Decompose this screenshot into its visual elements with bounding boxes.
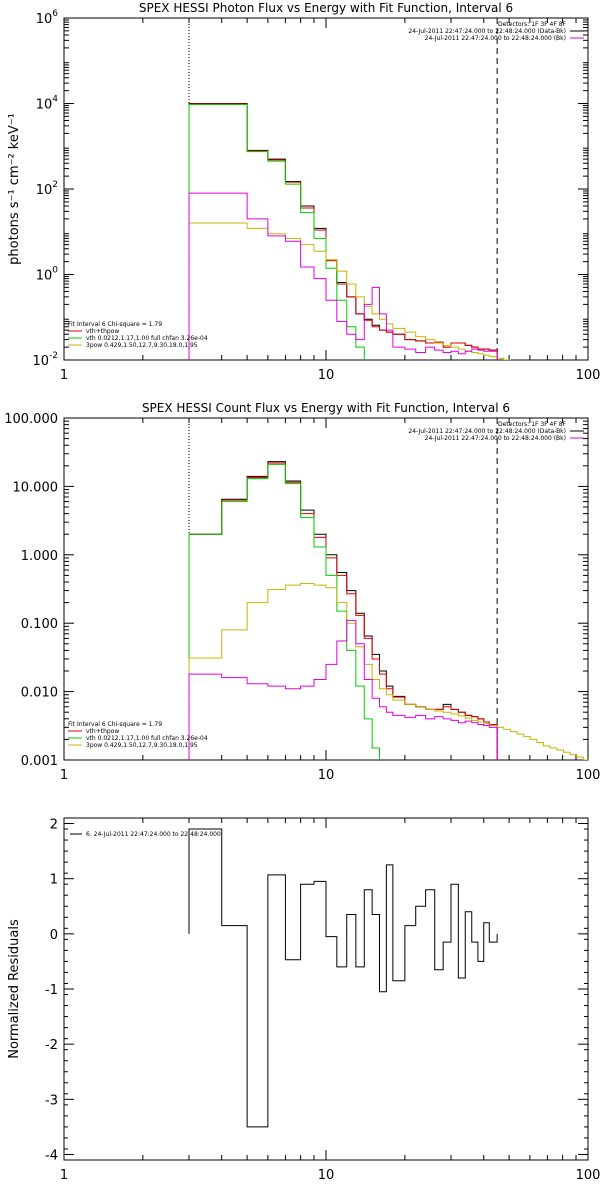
legend-top-entry: 24-Jul-2011 22:47:24.000 to 22:48:24.000… (425, 35, 566, 42)
series-group (188, 828, 498, 1128)
legend-entry: 6. 24-Jul-2011 22:47:24.000 to 22:48:24.… (86, 831, 221, 838)
y-tick-label: 1.000 (21, 549, 58, 564)
x-tick-label: 100 (576, 368, 600, 383)
x-tick-label: 1 (60, 768, 68, 783)
legend-bottom-entry: vth+thpow (86, 728, 119, 735)
series-bk (188, 192, 498, 360)
y-tick-label: 106 (36, 9, 59, 27)
series-vth (188, 463, 380, 760)
panel-2: SPEX HESSI Count Flux vs Energy with Fit… (4, 401, 600, 783)
legend-bottom-entry: 3pow 0.429,1.50,12.7,9.30,18.0,1.95 (86, 342, 198, 349)
plot-frame (63, 17, 589, 361)
y-tick-label: 1 (50, 873, 58, 888)
y-tick-label: -3 (45, 1093, 58, 1108)
y-tick-label: 10.000 (13, 480, 59, 495)
y-tick-label: 100.000 (4, 412, 58, 427)
x-tick-label: 1 (60, 1168, 68, 1183)
legend-top-entry: 24-Jul-2011 22:47:24.000 to 22:48:24.000… (425, 435, 566, 442)
legend-bottom-entry: Fit Interval 6 Chi-square = 1.79 (68, 321, 162, 328)
legend-top-entry: 24-Jul-2011 22:47:24.000 to 22:48:24.000… (408, 428, 566, 435)
series-total (188, 103, 498, 360)
y-tick-label: 0.010 (21, 686, 58, 701)
y-tick-label: -4 (45, 1148, 58, 1163)
y-tick-label: 0.100 (21, 617, 58, 632)
x-tick-label: 10 (318, 368, 335, 383)
series-data (188, 103, 498, 360)
x-tick-label: 1 (60, 368, 68, 383)
y-tick-label: -1 (45, 983, 58, 998)
series-3pow (188, 222, 511, 360)
panel-1: SPEX HESSI Photon Flux vs Energy with Fi… (7, 1, 600, 383)
chart-title: SPEX HESSI Count Flux vs Energy with Fit… (142, 401, 510, 415)
y-tick-label: -2 (45, 1038, 58, 1053)
y-tick-label: 104 (36, 95, 59, 113)
series-vth (188, 103, 365, 360)
y-tick-label: 2 (50, 818, 58, 833)
x-tick-label: 10 (318, 1168, 335, 1183)
legend-bottom-entry: 3pow 0.429,1.50,12.7,9.30,18.0,1.95 (86, 742, 198, 749)
legend-top-entry: 24-Jul-2011 22:47:24.000 to 22:48:24.000… (408, 28, 566, 35)
plot-frame (63, 817, 589, 1161)
y-axis-label: Normalized Residuals (7, 919, 22, 1059)
legend-bottom-entry: Fit Interval 6 Chi-square = 1.79 (68, 721, 162, 728)
legend-bottom-entry: vth+thpow (86, 328, 119, 335)
legend-top-entry: Detectors: 1F 3F 4F 8F (498, 21, 567, 28)
y-tick-label: 102 (36, 180, 58, 198)
plot-frame (63, 417, 589, 761)
series-residuals (188, 828, 498, 1128)
y-tick-label: 100 (36, 266, 59, 284)
series-data (188, 461, 498, 760)
series-group (188, 461, 588, 760)
legend-bottom-entry: vth 0.0212,1.17,1.00 full chfan 3.26e-04 (86, 735, 208, 742)
x-tick-label: 100 (576, 768, 600, 783)
x-tick-label: 100 (576, 1168, 600, 1183)
y-tick-label: 10-2 (32, 351, 58, 369)
legend-bottom-entry: vth 0.0212,1.17,1.00 full chfan 3.26e-04 (86, 335, 208, 342)
x-tick-label: 10 (318, 768, 335, 783)
legend-top-entry: Detectors: 1F 3F 4F 8F (498, 421, 567, 428)
chart-title: SPEX HESSI Photon Flux vs Energy with Fi… (139, 1, 513, 15)
series-3pow (188, 583, 588, 760)
series-bk (188, 619, 498, 760)
series-group (188, 103, 511, 360)
y-tick-label: 0 (50, 928, 58, 943)
y-tick-label: 0.001 (21, 754, 58, 769)
series-total (188, 462, 498, 760)
y-axis-label: photons s⁻¹ cm⁻² keV⁻¹ (7, 113, 22, 265)
